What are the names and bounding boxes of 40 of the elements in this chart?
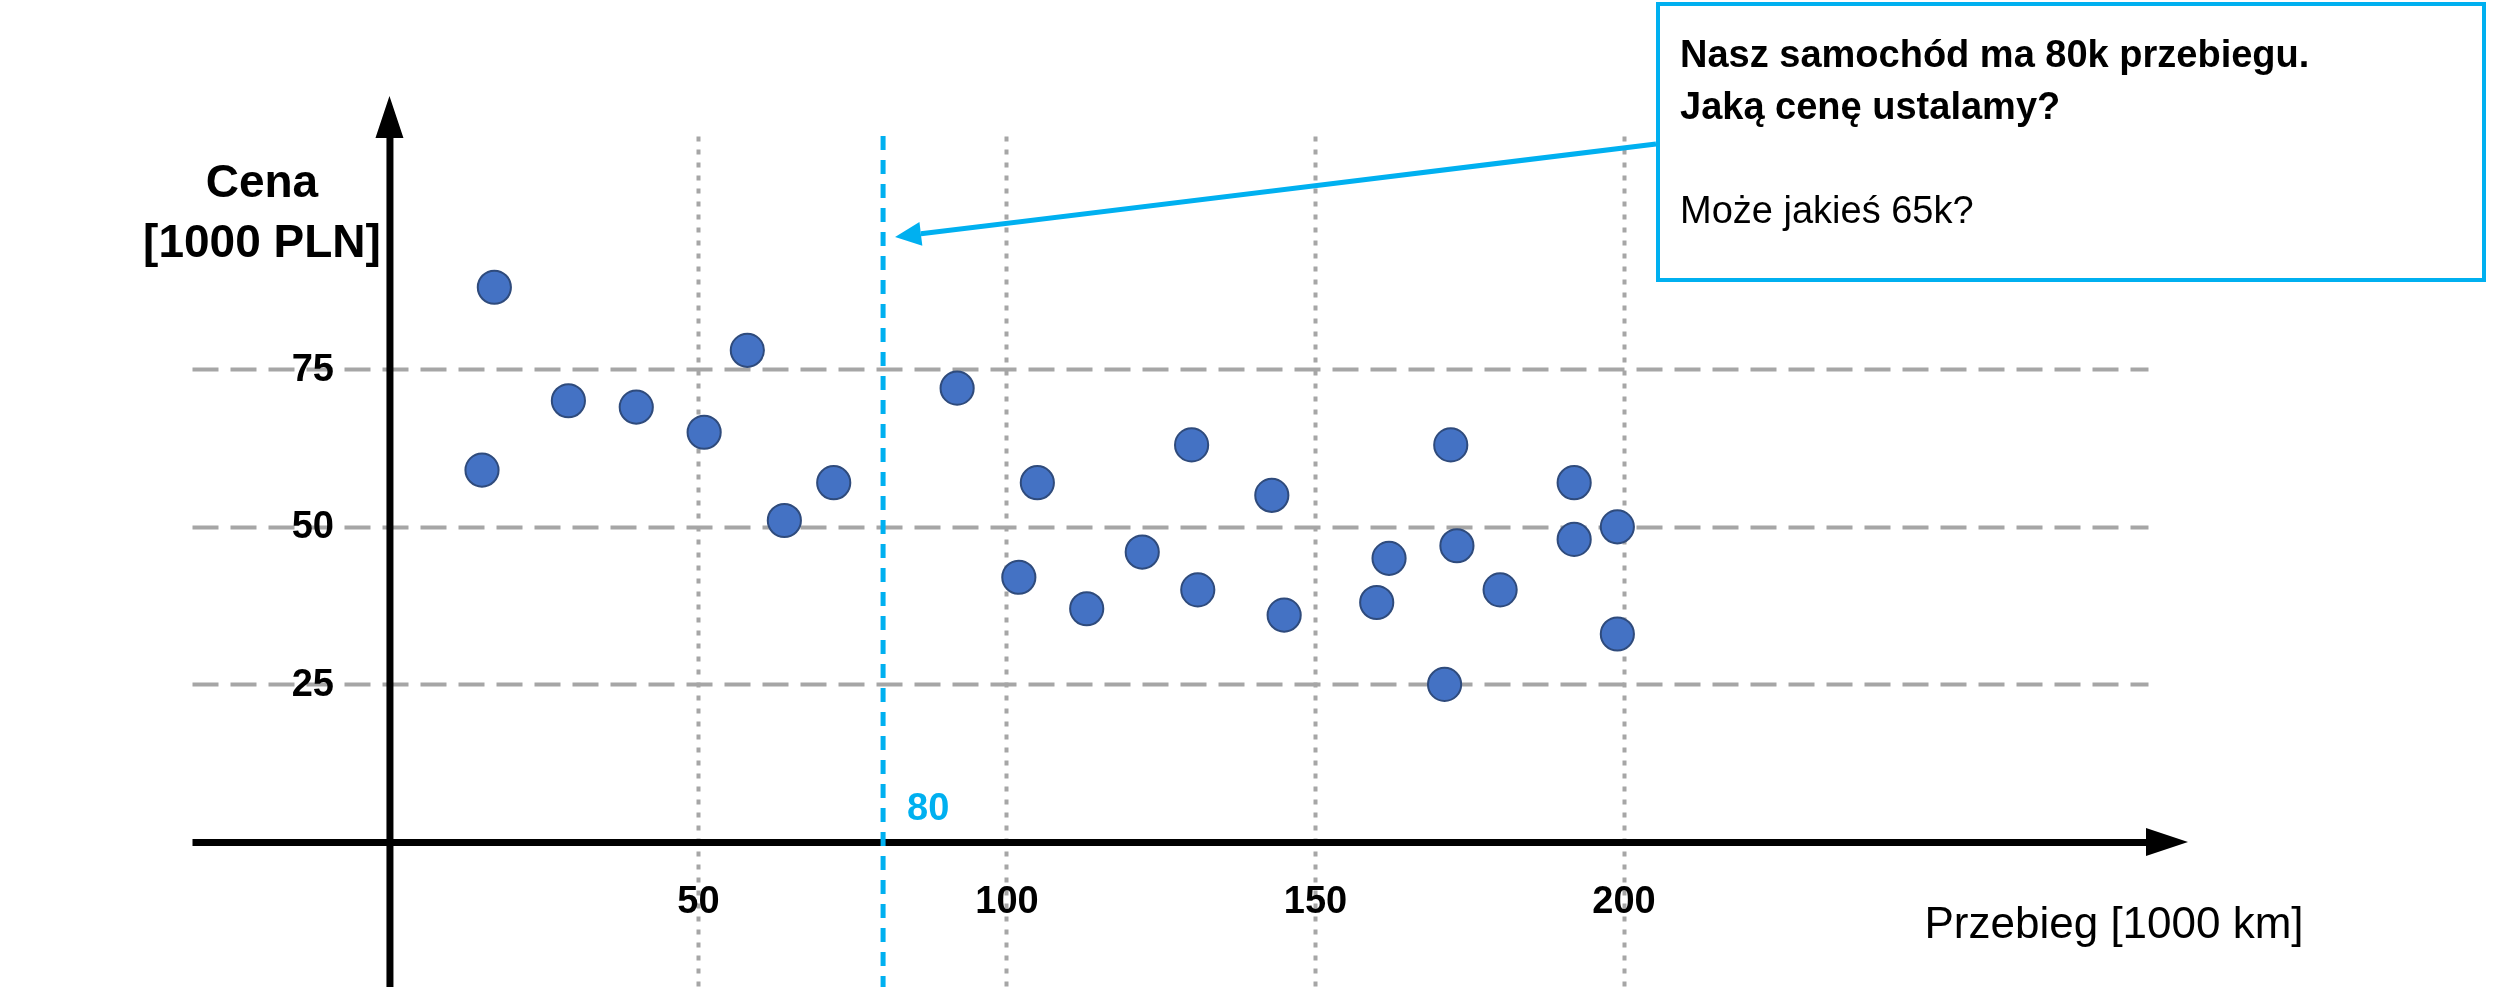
- x-tick-label: 200: [1592, 878, 1656, 921]
- point: [939, 370, 975, 406]
- point: [1069, 591, 1105, 627]
- point: [1254, 477, 1290, 513]
- point: [1001, 559, 1037, 595]
- point: [464, 452, 500, 488]
- x-axis-title: Przebieg [1000 km]: [1924, 897, 2304, 947]
- point: [1180, 572, 1216, 608]
- point: [1433, 427, 1469, 463]
- x-tick-label: 100: [975, 878, 1039, 921]
- ref-line-label: 80: [907, 786, 950, 829]
- text: Nasz samochód ma 80k przebiegu.: [1680, 32, 2311, 77]
- point: [686, 414, 722, 450]
- text: Jaką cenę ustalamy?: [1680, 84, 2062, 129]
- point: [729, 332, 765, 368]
- point: [1599, 509, 1635, 545]
- point: [1427, 666, 1463, 702]
- y-axis-title: Cena [1000 PLN]: [143, 154, 381, 267]
- point: [766, 502, 802, 539]
- x-tick-label: 150: [1283, 878, 1348, 921]
- point: [618, 389, 654, 425]
- point: [1599, 616, 1635, 652]
- point: [1266, 597, 1302, 633]
- point: [1371, 540, 1407, 576]
- y-tick-label: 50: [291, 504, 334, 547]
- point: [476, 269, 512, 305]
- point: [1556, 465, 1592, 501]
- point: [1439, 528, 1475, 564]
- y-tick-label: 75: [291, 346, 334, 389]
- x-tick-label: 50: [677, 878, 720, 921]
- point: [816, 465, 852, 501]
- point: [1019, 465, 1055, 501]
- point: [1359, 584, 1395, 621]
- point: [1174, 427, 1210, 463]
- point: [1482, 572, 1518, 608]
- point: [1556, 521, 1592, 557]
- point: [1124, 534, 1160, 570]
- y-tick-label: 25: [291, 661, 334, 704]
- point: [550, 383, 586, 419]
- annotation: Może jakieś 65k?: [1680, 188, 1975, 233]
